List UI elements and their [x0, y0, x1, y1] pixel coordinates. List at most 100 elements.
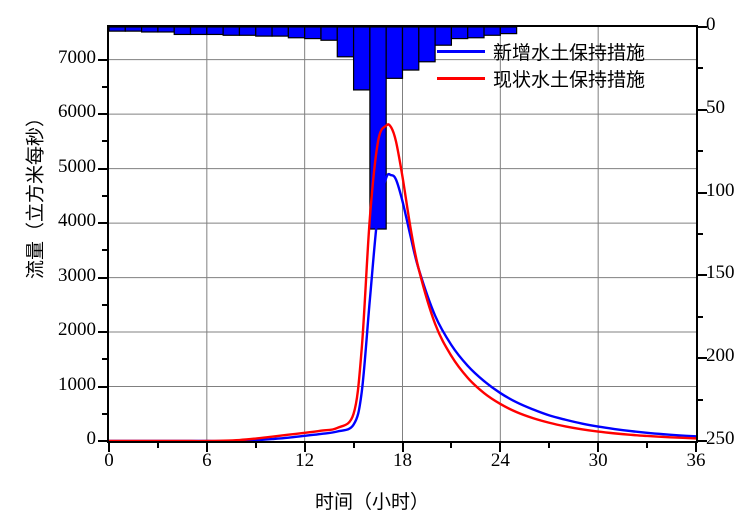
rainfall-bar — [255, 27, 273, 37]
rainfall-bar — [109, 27, 126, 32]
rainfall-bar — [352, 27, 371, 91]
x-tick-major — [303, 443, 306, 452]
x-tick-major — [597, 443, 600, 452]
plot-inner-surface — [109, 27, 696, 441]
y-tick-major-right — [698, 274, 707, 277]
legend-item-new-measures: 新增水土保持措施 — [437, 38, 687, 65]
y-tick-minor — [102, 140, 107, 143]
series-line-current-measures — [109, 123, 696, 441]
x-tick-major — [499, 443, 502, 452]
rainfall-bar — [385, 27, 404, 79]
x-tick-minor — [156, 443, 159, 448]
y-tick-major — [98, 167, 107, 170]
y-tick-label-right: 50 — [706, 96, 725, 118]
rainfall-bar — [304, 27, 322, 40]
y-tick-minor-right — [698, 398, 703, 401]
rainfall-bar — [499, 27, 518, 35]
rainfall-bar — [401, 27, 420, 71]
x-tick-label: 24 — [490, 450, 510, 471]
y-tick-label-right: 100 — [706, 179, 735, 201]
rainfall-bar — [483, 27, 501, 36]
x-tick-label: 36 — [686, 450, 706, 471]
x-axis-title: 时间（小时） — [314, 492, 429, 513]
rainfall-bars — [109, 27, 518, 230]
legend-item-current-measures: 现状水土保持措施 — [437, 65, 687, 92]
y-tick-minor-right — [698, 67, 703, 70]
rainfall-bar — [287, 27, 306, 39]
rainfall-bar — [467, 27, 485, 39]
x-tick-major — [695, 443, 697, 452]
y-tick-major — [98, 440, 107, 442]
y-tick-label: 0 — [86, 428, 97, 449]
y-tick-minor — [102, 303, 107, 306]
rainfall-bar — [238, 27, 257, 36]
y-tick-label-right: 250 — [706, 428, 735, 449]
y-tick-minor — [102, 85, 107, 88]
rainfall-bar — [157, 27, 175, 33]
rainfall-bar — [336, 27, 355, 58]
x-tick-minor — [646, 443, 649, 448]
y-tick-major — [98, 331, 107, 334]
x-tick-minor — [548, 443, 551, 448]
y-tick-label-right: 0 — [706, 14, 716, 35]
y-tick-label: 3000 — [58, 264, 96, 286]
y-tick-label: 1000 — [58, 373, 96, 395]
x-tick-minor — [450, 443, 453, 448]
y-axis-title: 流量（立方米每秒） — [25, 108, 47, 280]
x-tick-label: 18 — [393, 450, 412, 471]
x-tick-major — [108, 443, 110, 452]
rainfall-bar — [173, 27, 192, 36]
y-tick-major-right — [698, 440, 707, 442]
y-tick-label: 4000 — [58, 210, 96, 232]
x-tick-label: 12 — [295, 450, 315, 471]
y-tick-minor — [102, 194, 107, 197]
series-line-new-measures — [109, 172, 696, 441]
legend-swatch-blue — [437, 50, 485, 53]
y-tick-major-right — [698, 26, 707, 28]
y-tick-minor — [102, 358, 107, 361]
legend-label-current-measures: 现状水土保持措施 — [493, 70, 646, 91]
y-tick-label: 2000 — [58, 319, 96, 341]
y-tick-major — [98, 385, 107, 388]
x-tick-major — [205, 443, 208, 452]
rainfall-bar — [320, 27, 338, 41]
y-tick-major — [98, 222, 107, 225]
x-tick-major — [401, 443, 404, 452]
y-tick-label-right: 150 — [706, 262, 735, 284]
rainfall-bar — [189, 27, 208, 36]
grid-lines — [109, 27, 696, 441]
y-tick-label: 5000 — [58, 155, 96, 177]
x-tick-label: 0 — [104, 450, 114, 471]
rainfall-bar — [206, 27, 224, 36]
legend-label-new-measures: 新增水土保持措施 — [493, 43, 646, 64]
y-tick-major-right — [698, 191, 707, 194]
rainfall-bar — [450, 27, 469, 40]
rainfall-bar — [141, 27, 159, 33]
y-tick-major — [98, 113, 107, 116]
y-tick-minor — [102, 249, 107, 252]
x-tick-label: 6 — [202, 450, 212, 471]
rainfall-bar — [124, 27, 143, 32]
y-tick-major-right — [698, 357, 707, 360]
y-tick-major — [98, 58, 107, 61]
rainfall-bar — [418, 27, 436, 63]
chart-legend: 新增水土保持措施 现状水土保持措施 — [437, 38, 687, 92]
x-tick-minor — [352, 443, 355, 448]
y-tick-label: 6000 — [58, 101, 96, 123]
y-tick-minor — [102, 412, 107, 415]
rainfall-bar — [271, 27, 289, 37]
y-tick-minor-right — [698, 233, 703, 235]
x-tick-minor — [254, 443, 257, 448]
plot-area — [107, 25, 698, 443]
y-tick-minor-right — [698, 150, 703, 153]
y-tick-major — [98, 276, 107, 279]
y-tick-label: 7000 — [58, 46, 96, 68]
x-tick-label: 30 — [588, 450, 608, 471]
rainfall-bar — [222, 27, 241, 36]
y-tick-minor-right — [698, 315, 703, 318]
chart-canvas — [109, 27, 696, 441]
legend-swatch-red — [437, 77, 485, 80]
y-tick-label-right: 200 — [706, 345, 735, 367]
y-tick-major-right — [698, 108, 707, 111]
